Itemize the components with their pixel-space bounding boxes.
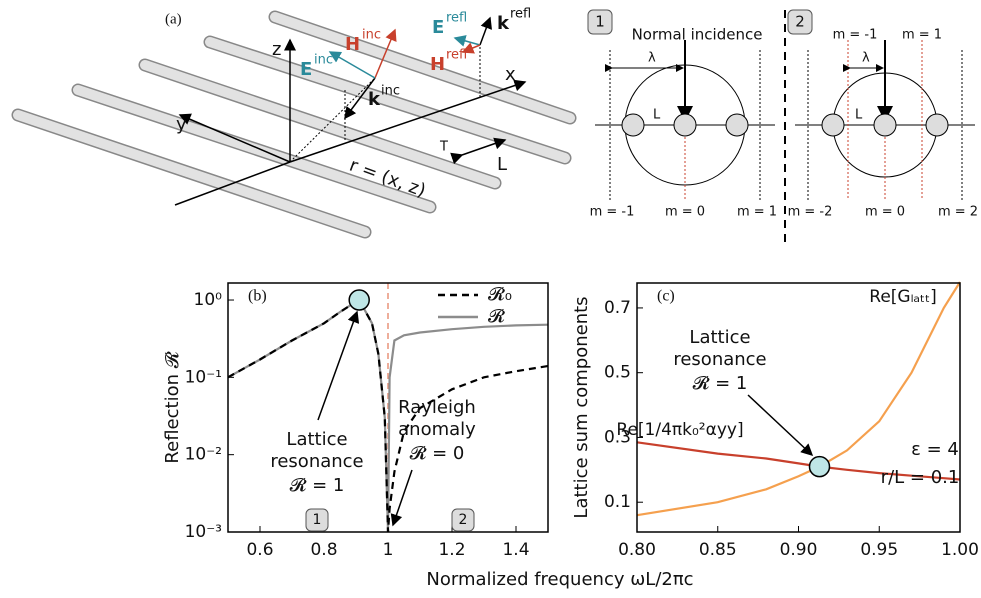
y-tick-label: 0.1 (604, 492, 631, 512)
k-inc-sup: inc (381, 84, 400, 99)
lambda: λ (648, 51, 656, 66)
lambda: λ (862, 51, 870, 66)
inset-2 (788, 10, 975, 200)
axis-y: y (176, 114, 187, 135)
annotation: anomaly (398, 419, 476, 440)
order-label: m = 0 (865, 205, 905, 220)
legend-label: 𝓡 (488, 306, 505, 327)
inset-number: 2 (795, 13, 805, 31)
x-tick-label: 0.80 (618, 540, 656, 560)
y-axis-label: Lattice sum components (571, 296, 592, 518)
e-inc-sup: inc (314, 53, 333, 68)
x-tick-label: 0.85 (699, 540, 737, 560)
annotation: 1 (313, 512, 322, 528)
y-tick-label: 10⁻² (185, 445, 222, 465)
axis-x: x (505, 64, 516, 85)
annotation: Rayleigh (398, 397, 476, 418)
order-label: m = -1 (590, 205, 635, 220)
y-axis-label: Reflection 𝓡 (162, 351, 183, 463)
h-refl: H (430, 54, 445, 75)
annotation: 𝓡 = 1 (693, 373, 748, 394)
panel-a: (a) z y x E inc H inc k inc E refl k ref… (18, 7, 570, 233)
order-label: m = 1 (737, 205, 777, 220)
order-label: m = 2 (938, 205, 978, 220)
inset-number: 1 (595, 13, 605, 31)
annotation: ε = 4 (911, 439, 959, 460)
order-label: m = -1 (833, 28, 878, 43)
figure: (a) z y x E inc H inc k inc E refl k ref… (0, 0, 981, 598)
spacing-l: L (497, 154, 507, 175)
spacing: L (653, 108, 661, 123)
annotation: Lattice (689, 327, 750, 348)
x-tick-label: 1.2 (438, 540, 465, 560)
resonance-marker (809, 457, 829, 477)
inset-title: Normal incidence (632, 26, 763, 44)
e-refl-sup: refl (446, 11, 467, 26)
x-tick-label: 1 (383, 540, 394, 560)
x-axis-label: Normalized frequency ωL/2πc (426, 569, 693, 590)
x-tick-label: 0.95 (860, 540, 898, 560)
y-tick-label: 0.7 (604, 298, 631, 318)
h-inc: H (345, 34, 360, 55)
x-tick-label: 0.6 (246, 540, 273, 560)
series-label: Re[1/4πk₀²αyy] (616, 420, 743, 440)
k-refl-sup: refl (510, 7, 531, 22)
order-label: m = 0 (665, 205, 705, 220)
k-refl: k (497, 13, 510, 34)
y-tick-label: 10⁻³ (185, 522, 222, 542)
x-tick-label: 0.8 (310, 540, 337, 560)
annotation: r/L = 0.1 (881, 467, 960, 488)
e-inc: E (300, 59, 312, 80)
x-tick-label: 1.00 (941, 540, 979, 560)
annotation: 𝓡 = 0 (410, 443, 465, 464)
y-tick-label: 10⁻¹ (185, 367, 222, 387)
legend-label: 𝓡₀ (488, 284, 512, 305)
panel-label: (a) (165, 11, 182, 27)
annotation: 𝓡 = 1 (290, 475, 345, 496)
panel-label: (b) (248, 288, 267, 305)
spacing: L (855, 108, 863, 123)
h-inc-sup: inc (362, 28, 381, 43)
plot-frame (637, 283, 960, 532)
order-label: m = -2 (788, 205, 833, 220)
x-tick-label: 1.4 (502, 540, 529, 560)
order-label: m = 1 (902, 28, 942, 43)
k-inc: k (368, 89, 381, 110)
panel-label: (c) (657, 288, 675, 305)
resonance-marker (349, 290, 369, 310)
cylinders (18, 17, 570, 232)
series-label: Re[Gₗₐₜₜ] (869, 287, 936, 307)
axis-z: z (272, 39, 281, 60)
y-tick-label: 0.5 (604, 363, 631, 383)
r-sup: T (439, 140, 448, 155)
annotation: 2 (459, 512, 468, 528)
y-tick-label: 10⁰ (194, 290, 223, 310)
h-refl-sup: refl (446, 48, 467, 63)
x-tick-label: 0.90 (780, 540, 818, 560)
annotation: resonance (270, 451, 363, 472)
e-refl: E (432, 17, 444, 38)
annotation: Lattice (286, 429, 347, 450)
annotation: resonance (673, 349, 766, 370)
